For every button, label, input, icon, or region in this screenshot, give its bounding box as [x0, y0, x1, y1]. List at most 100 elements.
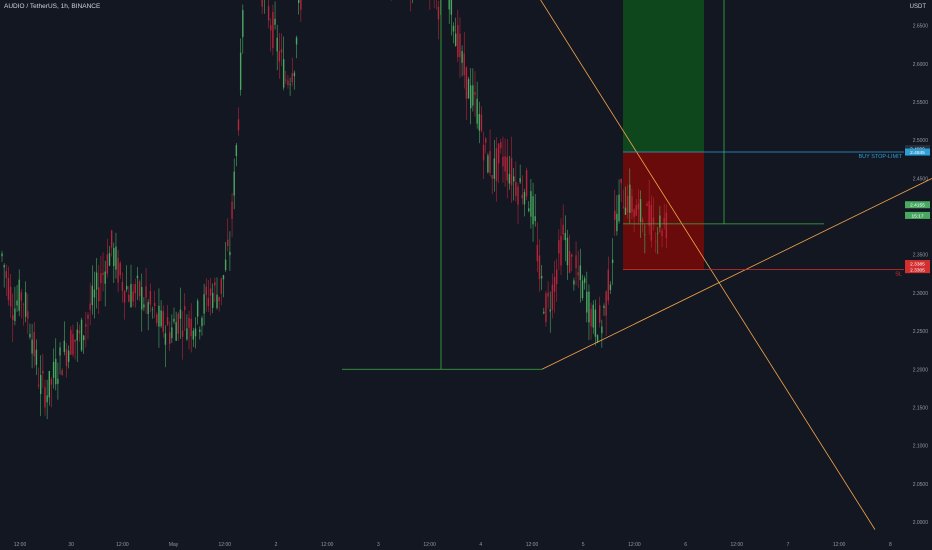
candle-body: [300, 0, 302, 10]
candle-body: [130, 284, 132, 308]
candle: [620, 178, 622, 203]
candle: [14, 286, 16, 326]
candle: [263, 0, 265, 14]
candle: [588, 284, 590, 340]
candle-body: [543, 311, 545, 314]
candle: [199, 326, 201, 340]
candle-body: [87, 314, 89, 319]
candle: [435, 0, 437, 10]
candle-body: [186, 328, 188, 340]
y-tick-label: 2.0500: [913, 482, 929, 488]
candle-body: [478, 113, 480, 131]
candle: [115, 232, 117, 279]
candle-body: [437, 6, 440, 20]
candle-body: [239, 52, 242, 90]
y-axis: 3.20003.15003.10003.05003.00002.95002.90…: [913, 24, 929, 526]
candle-body: [495, 148, 498, 182]
candle-body: [594, 309, 597, 337]
candle-body: [164, 333, 167, 345]
candle-body: [110, 230, 113, 248]
candle: [227, 218, 229, 252]
candle-body: [173, 318, 175, 322]
candle: [280, 33, 283, 67]
x-tick-label: 12:00: [628, 542, 641, 548]
candle: [467, 76, 470, 99]
candle-body: [117, 257, 119, 283]
candle-body: [44, 387, 46, 408]
candle-body: [665, 212, 668, 239]
candle-body: [476, 98, 478, 124]
candle: [528, 201, 530, 213]
candle: [216, 277, 218, 310]
candle: [566, 229, 569, 280]
y-tick-label: 2.6000: [913, 62, 929, 68]
candle-body: [78, 330, 81, 334]
candle: [523, 188, 526, 217]
candle: [504, 138, 506, 187]
candle: [278, 32, 281, 79]
candle: [633, 208, 635, 233]
candle-body: [100, 273, 102, 284]
candle-body: [523, 192, 526, 205]
candle: [540, 265, 543, 291]
candle-body: [549, 309, 551, 312]
candle: [22, 302, 25, 326]
candle-body: [504, 156, 506, 172]
candle: [113, 242, 115, 283]
candle-body: [274, 18, 276, 25]
candle: [571, 253, 573, 272]
candle: [448, 0, 450, 24]
candle-body: [207, 297, 210, 307]
candle: [83, 334, 85, 354]
candle-body: [138, 281, 141, 297]
candle: [65, 343, 68, 378]
candle-body: [659, 215, 661, 228]
candle-body: [151, 309, 154, 311]
candle-body: [237, 119, 240, 131]
candle-body: [566, 237, 569, 266]
candle-body: [661, 230, 663, 236]
candle-body: [551, 284, 554, 310]
stop-zone: [623, 152, 704, 270]
candle: [564, 215, 566, 262]
candle: [261, 0, 263, 15]
candle: [648, 179, 650, 235]
candle: [196, 298, 199, 325]
price-tag-label: 2.3385: [910, 262, 925, 268]
candle: [646, 201, 648, 207]
candle-body: [459, 33, 461, 58]
candle: [18, 269, 20, 317]
candle: [27, 293, 29, 334]
candle: [270, 18, 272, 52]
x-axis: 12:00 30 12:00 May 12:00 2 12:00 3 12:00 4 12:00 5 1…: [14, 542, 892, 548]
candle-body: [280, 49, 283, 53]
candle-body: [577, 272, 579, 276]
candle-body: [272, 11, 274, 49]
candle: [530, 179, 532, 229]
candle: [626, 184, 629, 219]
candle: [497, 143, 500, 183]
candle: [242, 4, 244, 54]
candle-body: [1, 253, 3, 257]
candle-body: [190, 318, 192, 337]
candle-body: [220, 278, 222, 294]
candle-body: [513, 176, 515, 182]
candle: [433, 0, 435, 9]
candle-body: [42, 370, 44, 374]
price-tag-label: 2.4845: [910, 150, 925, 156]
x-tick-label: 12:00: [116, 542, 129, 548]
x-tick-label: 6: [684, 542, 687, 548]
price-tag: 2.3305: [905, 266, 930, 274]
candle: [291, 57, 293, 87]
candle: [175, 311, 177, 341]
sl-label: SL: [895, 272, 902, 278]
candle-body: [141, 287, 143, 310]
candle: [500, 138, 502, 154]
candle: [654, 232, 657, 253]
candle-body: [521, 194, 523, 199]
candle-body: [65, 349, 68, 367]
candle: [543, 307, 545, 315]
descending-trendline: [540, 0, 876, 530]
candle-body: [532, 196, 534, 225]
